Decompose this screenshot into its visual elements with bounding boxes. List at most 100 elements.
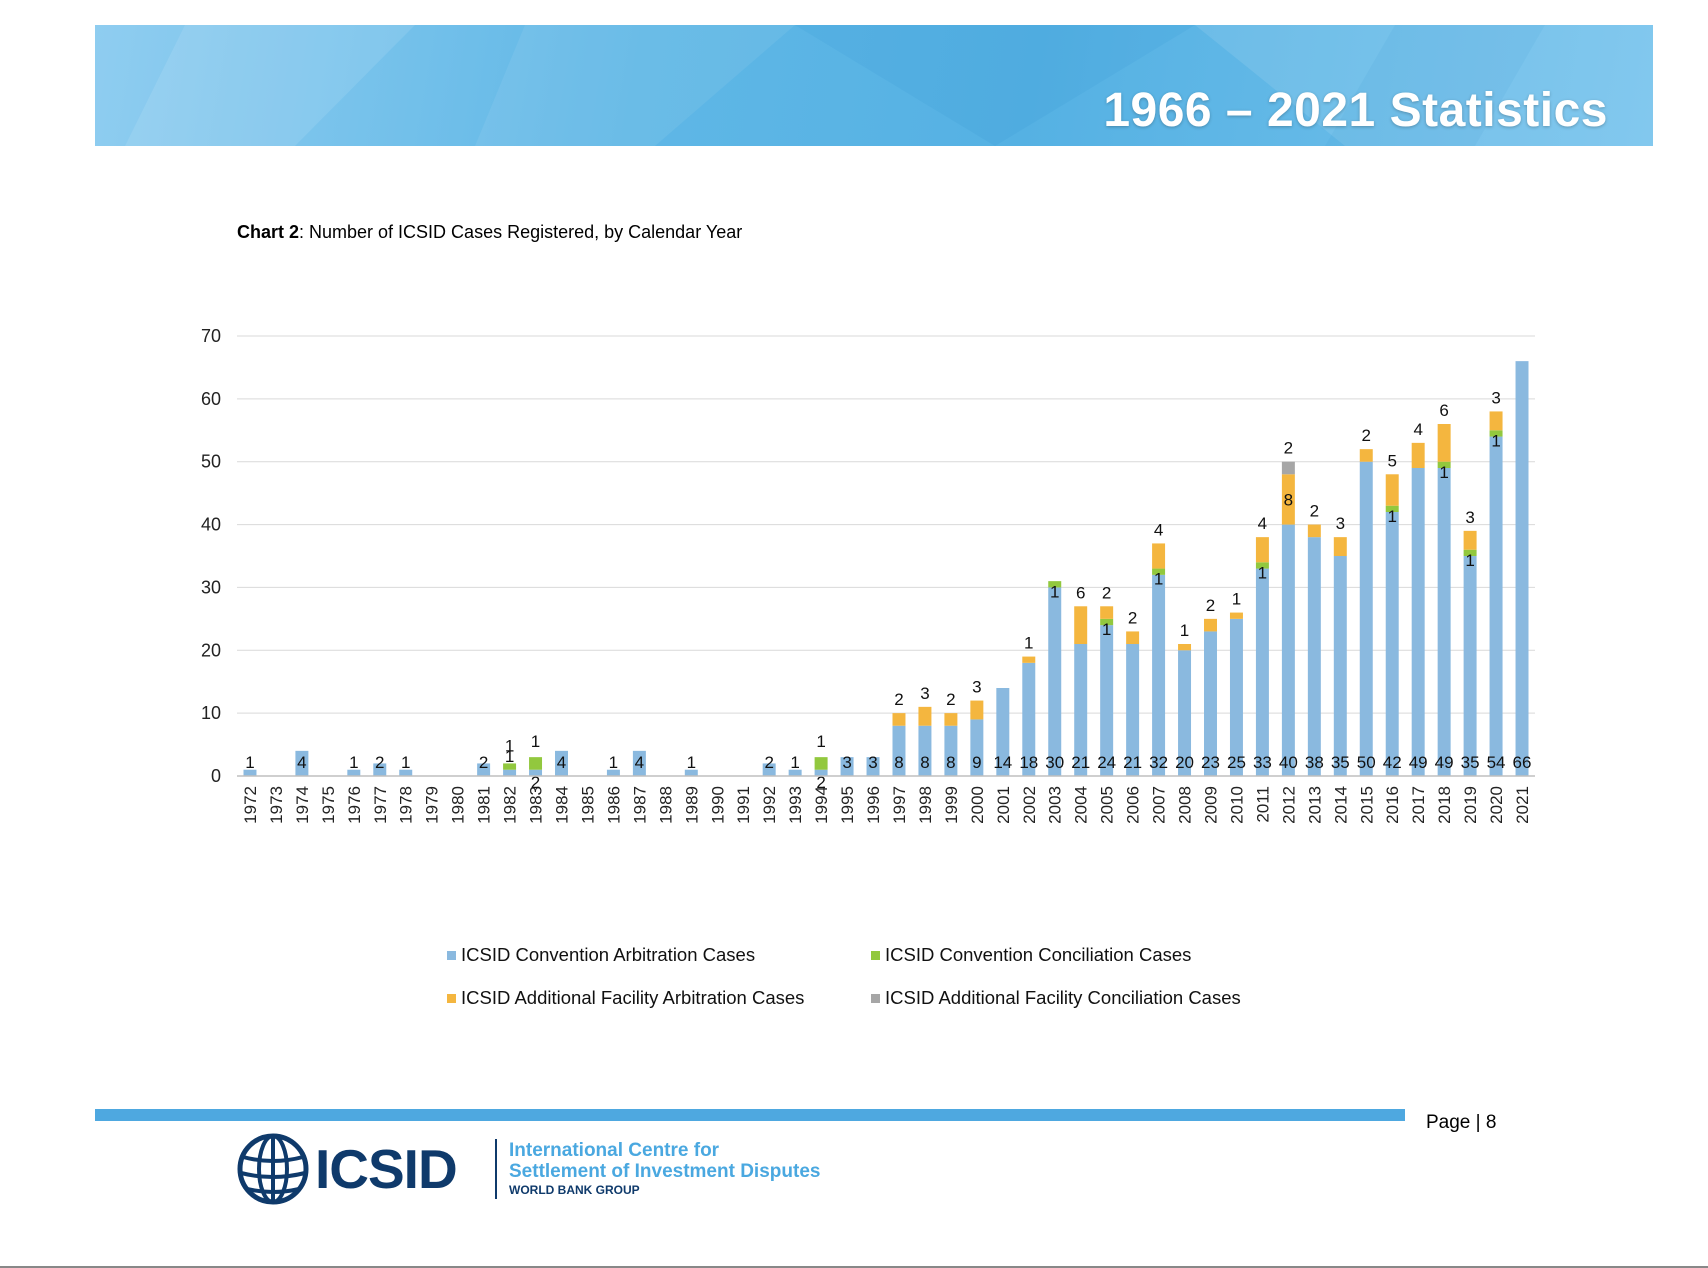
data-label: 3 <box>1491 388 1500 407</box>
bar-segment <box>788 769 802 776</box>
bar-segment <box>970 719 984 776</box>
x-tick-label: 2016 <box>1383 786 1402 824</box>
data-label: 2 <box>1206 596 1215 615</box>
bar-segment <box>1126 631 1140 644</box>
y-tick-label: 10 <box>201 703 221 723</box>
chart-title: Chart 2: Number of ICSID Cases Registere… <box>237 222 742 243</box>
x-tick-label: 2015 <box>1357 786 1376 824</box>
x-tick-label: 1985 <box>578 786 597 824</box>
x-tick-label: 2009 <box>1202 786 1221 824</box>
bar-segment <box>814 769 828 776</box>
bar-segment <box>1515 361 1529 776</box>
bar-segment <box>892 725 906 776</box>
bar-segment <box>996 688 1010 776</box>
x-tick-label: 1972 <box>241 786 260 824</box>
x-tick-label: 1974 <box>293 786 312 824</box>
data-label: 1 <box>1258 563 1267 582</box>
x-tick-label: 1995 <box>838 786 857 824</box>
x-tick-label: 1999 <box>942 786 961 824</box>
data-label: 35 <box>1331 753 1350 772</box>
data-label: 38 <box>1305 753 1324 772</box>
logo-line-2: Settlement of Investment Disputes <box>509 1161 821 1182</box>
data-label: 2 <box>1128 608 1137 627</box>
legend-swatch-arbitration <box>447 950 456 960</box>
bar-segment <box>1463 549 1477 556</box>
x-tick-label: 1981 <box>475 786 494 824</box>
bar-segment <box>1437 424 1451 462</box>
x-tick-label: 1973 <box>267 786 286 824</box>
y-tick-label: 50 <box>201 452 221 472</box>
data-label: 2 <box>531 773 540 792</box>
data-label: 1 <box>401 753 410 772</box>
data-label: 3 <box>1465 508 1474 527</box>
bar-segment <box>1204 618 1217 632</box>
data-label: 5 <box>1387 451 1396 470</box>
data-label: 1 <box>790 753 799 772</box>
bar-segment <box>1178 644 1192 651</box>
data-label: 2 <box>1362 426 1371 445</box>
x-tick-label: 1994 <box>812 786 831 824</box>
legend-item-conciliation: ICSID Convention Conciliation Cases <box>871 944 1191 966</box>
legend-swatch-af-conciliation <box>871 993 880 1003</box>
data-label: 1 <box>1465 551 1474 570</box>
data-label: 2 <box>1310 502 1319 521</box>
logo-separator <box>495 1139 497 1199</box>
legend-item-arbitration: ICSID Convention Arbitration Cases <box>447 944 755 966</box>
bar-segment <box>1152 568 1166 575</box>
bar-segment <box>1178 650 1192 776</box>
data-label: 42 <box>1383 753 1402 772</box>
bar-segment <box>1100 618 1114 626</box>
bar-segment <box>1463 556 1477 776</box>
data-label: 2 <box>816 773 825 792</box>
x-tick-label: 1979 <box>423 786 442 824</box>
bar-segment <box>1022 662 1036 776</box>
bar-segment <box>970 700 984 720</box>
y-tick-label: 60 <box>201 389 221 409</box>
x-tick-label: 1996 <box>864 786 883 824</box>
icsid-logo: ICSID International Centre for Settlemen… <box>237 1133 877 1205</box>
data-label: 4 <box>297 753 306 772</box>
y-tick-label: 30 <box>201 577 221 597</box>
x-tick-label: 1983 <box>527 786 546 824</box>
bar-segment <box>529 769 543 776</box>
x-tick-label: 1984 <box>553 786 572 824</box>
bar-segment <box>503 763 517 770</box>
data-label: 1 <box>1439 463 1448 482</box>
bar-segment <box>1281 524 1295 776</box>
bar-segment <box>1333 556 1347 776</box>
x-tick-label: 2010 <box>1227 786 1246 824</box>
logo-line-1: International Centre for <box>509 1140 720 1161</box>
data-label: 1 <box>245 753 254 772</box>
x-tick-label: 1986 <box>604 786 623 824</box>
chart-title-text: : Number of ICSID Cases Registered, by C… <box>299 222 743 242</box>
x-tick-label: 2002 <box>1020 786 1039 824</box>
data-label: 1 <box>505 747 514 766</box>
bar-segment <box>918 706 932 726</box>
bar-segment <box>1255 562 1269 569</box>
bar-segment <box>814 757 828 770</box>
data-label: 14 <box>993 753 1012 772</box>
x-tick-label: 1989 <box>682 786 701 824</box>
legend-label: ICSID Additional Facility Conciliation C… <box>885 987 1241 1008</box>
bar-segment <box>1229 612 1243 619</box>
x-tick-label: 1998 <box>916 786 935 824</box>
chart-title-number: Chart 2 <box>237 222 300 242</box>
data-label: 2 <box>375 753 384 772</box>
bar-segment <box>1100 606 1114 619</box>
data-label: 33 <box>1253 753 1272 772</box>
bar-segment <box>1385 505 1399 512</box>
bar-segment <box>1385 474 1399 506</box>
bar-segment <box>1048 581 1062 588</box>
bar-segment <box>1152 574 1166 776</box>
data-label: 40 <box>1279 753 1298 772</box>
x-tick-label: 2017 <box>1409 786 1428 824</box>
bar-segment <box>373 763 387 776</box>
bar-segment <box>477 763 491 776</box>
bar-segment <box>1048 587 1062 776</box>
data-label: 4 <box>1258 514 1267 533</box>
legend-swatch-conciliation <box>871 950 880 960</box>
data-label: 8 <box>894 753 903 772</box>
data-label: 4 <box>1413 420 1422 439</box>
